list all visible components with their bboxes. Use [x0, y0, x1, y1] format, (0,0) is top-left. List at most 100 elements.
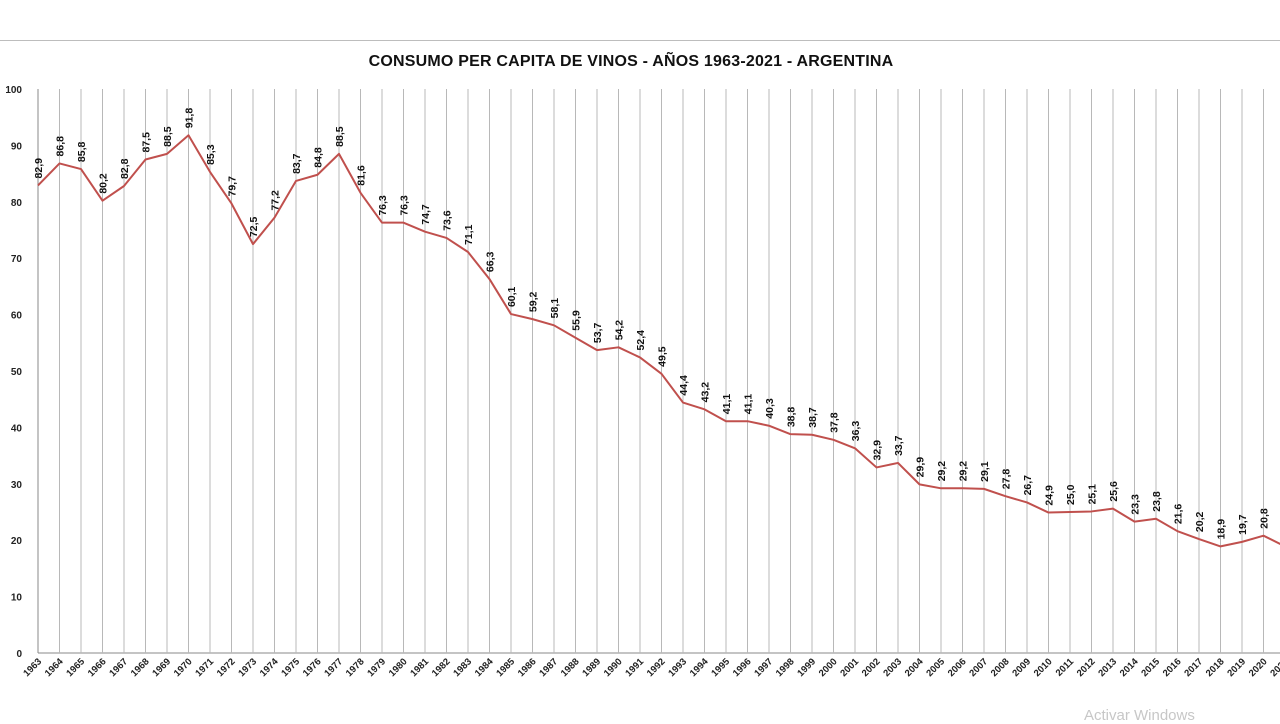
data-label: 81,6	[356, 165, 368, 186]
data-label: 88,5	[162, 126, 174, 147]
x-tick-label: 1969	[150, 656, 173, 679]
x-tick-label: 2015	[1139, 656, 1162, 679]
data-label: 29,9	[915, 457, 927, 478]
series-line-group	[37, 134, 1280, 548]
x-tick-label: 1975	[279, 656, 302, 679]
chart-title: CONSUMO PER CAPITA DE VINOS - AÑOS 1963-…	[368, 53, 894, 70]
x-tick-label: 1982	[430, 656, 453, 679]
x-tick-label: 2012	[1075, 656, 1098, 679]
x-tick-label: 1986	[516, 656, 539, 679]
data-label: 83,7	[291, 153, 303, 174]
data-label: 25,0	[1065, 484, 1077, 505]
data-label: 43,2	[700, 382, 712, 403]
data-label: 38,8	[786, 407, 798, 428]
x-tick-label: 1993	[666, 656, 689, 679]
data-label: 72,5	[248, 217, 260, 238]
data-label: 59,2	[528, 292, 540, 313]
data-label: 54,2	[614, 320, 626, 341]
x-tick-label: 1996	[731, 656, 754, 679]
x-tick-label: 1968	[129, 656, 152, 679]
data-label: 44,4	[678, 375, 690, 396]
data-label: 85,3	[205, 144, 217, 165]
x-tick-label: 2011	[1054, 656, 1077, 679]
x-tick-label: 1966	[86, 656, 109, 679]
x-tick-label: 1963	[21, 656, 44, 679]
x-tick-label: 1999	[795, 656, 818, 679]
data-label: 29,2	[936, 461, 948, 482]
x-tick-label: 1977	[322, 656, 345, 679]
x-tick-label: 2009	[1010, 656, 1033, 679]
data-label: 37,8	[829, 412, 841, 433]
data-labels: 82,9 86,8 85,8 80,2 82,8 87,5 88,5 91,8 85,3 79,7…	[33, 108, 1271, 540]
x-tick-label: 2019	[1225, 656, 1248, 679]
x-tick-label: 2000	[817, 656, 840, 679]
data-label: 86,8	[55, 136, 67, 157]
x-tick-label: 2010	[1032, 656, 1055, 679]
data-label: 21,6	[1173, 504, 1185, 525]
series-line	[37, 134, 1280, 548]
x-tick-label: 2007	[967, 656, 990, 679]
data-label: 25,1	[1087, 484, 1099, 505]
y-axis-ticks: 0 10 20 30 40 50 60 70 80 90 100	[5, 85, 22, 660]
x-tick-label: 2014	[1118, 656, 1141, 679]
x-tick-label: 2018	[1204, 656, 1227, 679]
y-tick-label: 100	[5, 85, 22, 96]
data-label: 79,7	[227, 176, 239, 197]
data-label: 25,6	[1108, 481, 1120, 502]
data-label: 38,7	[807, 407, 819, 428]
x-tick-label: 2017	[1182, 656, 1205, 679]
data-label: 29,1	[979, 461, 991, 482]
x-tick-label: 1992	[645, 656, 668, 679]
x-tick-label: 2021	[1268, 656, 1280, 679]
x-tick-label: 1973	[236, 656, 259, 679]
y-tick-label: 50	[11, 367, 23, 378]
data-label: 73,6	[442, 210, 454, 231]
vertical-gridlines	[37, 89, 1280, 654]
x-tick-label: 1995	[709, 656, 732, 679]
x-tick-label: 2002	[860, 656, 883, 679]
data-label: 74,7	[420, 204, 432, 225]
data-label: 40,3	[764, 398, 776, 419]
x-tick-label: 1976	[301, 656, 324, 679]
x-tick-label: 2008	[989, 656, 1012, 679]
x-tick-label: 2001	[838, 656, 861, 679]
x-tick-label: 2013	[1096, 656, 1119, 679]
data-label: 18,9	[1216, 519, 1228, 540]
y-tick-label: 80	[11, 198, 23, 209]
data-label: 80,2	[98, 173, 110, 194]
data-label: 41,1	[743, 394, 755, 415]
data-label: 20,8	[1259, 508, 1271, 529]
data-label: 53,7	[592, 323, 604, 344]
x-tick-label: 1981	[408, 656, 431, 679]
x-tick-label: 1998	[774, 656, 797, 679]
x-tick-label: 1974	[258, 656, 281, 679]
y-tick-label: 30	[11, 480, 23, 491]
data-label: 20,2	[1194, 511, 1206, 532]
x-tick-label: 1985	[494, 656, 517, 679]
data-label: 88,5	[334, 126, 346, 147]
x-tick-label: 1997	[752, 656, 775, 679]
x-tick-label: 2004	[903, 656, 926, 679]
data-label: 84,8	[313, 147, 325, 168]
data-label: 33,7	[893, 435, 905, 456]
data-label: 29,2	[958, 461, 970, 482]
x-tick-label: 1980	[387, 656, 410, 679]
data-label: 91,8	[184, 108, 196, 129]
data-label: 41,1	[721, 394, 733, 415]
x-tick-label: 1990	[602, 656, 625, 679]
x-tick-label: 1987	[537, 656, 560, 679]
data-label: 71,1	[463, 224, 475, 245]
x-tick-label: 2005	[924, 656, 947, 679]
data-label: 66,3	[485, 251, 497, 272]
x-tick-label: 1989	[580, 656, 603, 679]
data-label: 82,9	[33, 158, 45, 179]
y-tick-label: 0	[16, 649, 22, 660]
x-tick-label: 1979	[365, 656, 388, 679]
data-label: 76,3	[399, 195, 411, 216]
x-tick-label: 1978	[344, 656, 367, 679]
data-label: 49,5	[657, 346, 669, 367]
y-tick-label: 40	[11, 423, 23, 434]
x-tick-label: 1965	[64, 656, 87, 679]
x-tick-label: 1983	[451, 656, 474, 679]
